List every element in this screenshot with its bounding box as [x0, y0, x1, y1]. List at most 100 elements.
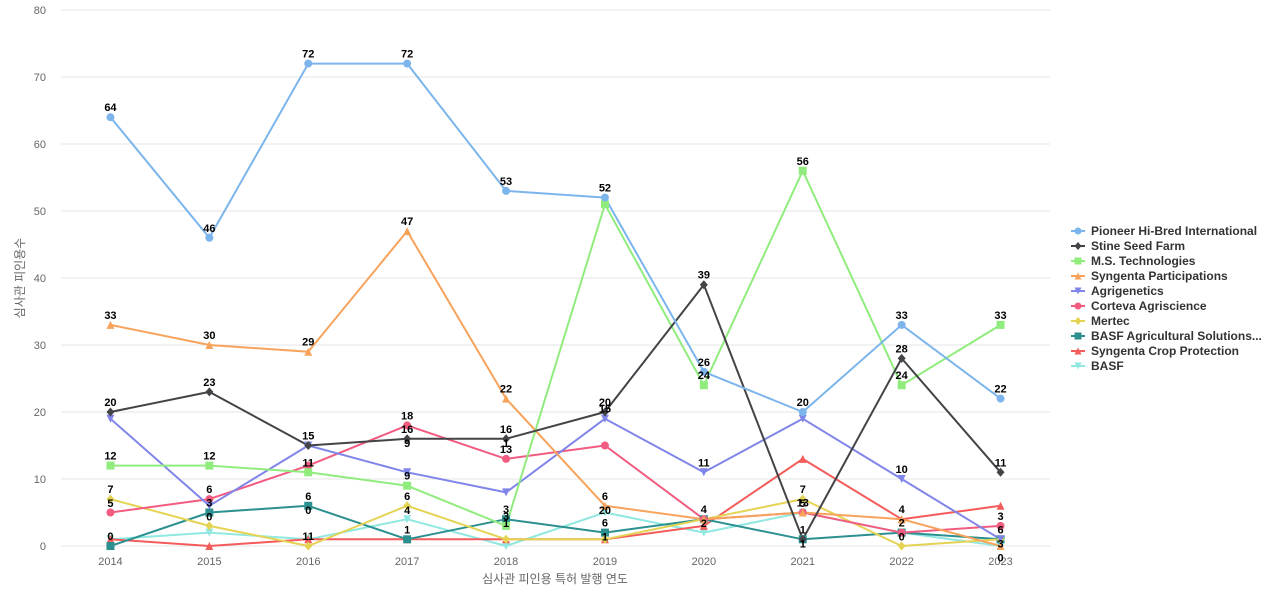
data-label: 0	[206, 512, 212, 524]
x-tick-label: 2020	[692, 556, 716, 568]
data-label: 2	[701, 518, 707, 530]
data-point-mertec	[798, 494, 807, 504]
data-label: 9	[404, 471, 410, 483]
legend-item-syngenta-participations[interactable]: Syngenta Participations	[1071, 269, 1228, 283]
data-label: 64	[104, 102, 117, 114]
data-label: 0	[997, 552, 1003, 564]
data-point-m-s-technologies	[798, 166, 807, 175]
data-label: 20	[797, 397, 809, 409]
data-point-syngenta-crop-protection	[798, 454, 807, 463]
data-point-m-s-technologies	[897, 381, 906, 390]
data-label: 3	[503, 504, 509, 516]
data-point-basf	[502, 542, 511, 550]
x-tick-label: 2014	[98, 556, 122, 568]
data-point-m-s-technologies	[205, 461, 214, 470]
x-tick-label: 2021	[791, 556, 815, 568]
data-label: 30	[203, 330, 215, 342]
data-point-stine-seed-farm	[106, 407, 115, 417]
data-label: 13	[500, 444, 512, 456]
data-label: 3	[503, 511, 509, 523]
data-point-basf-agricultural-solutions	[106, 542, 115, 550]
data-point-agrigenetics	[502, 488, 511, 497]
data-label: 1	[503, 438, 509, 450]
data-label: 4	[404, 505, 411, 517]
data-point-mertec	[502, 534, 511, 544]
series-line-syngenta-participations	[110, 230, 1001, 547]
data-point-stine-seed-farm	[798, 534, 807, 544]
data-label: 5	[800, 498, 806, 510]
data-point-corteva-agriscience	[897, 528, 906, 537]
data-label: 22	[994, 384, 1006, 396]
data-point-syngenta-crop-protection	[106, 535, 115, 544]
legend-item-corteva-agriscience[interactable]: Corteva Agriscience	[1071, 299, 1207, 313]
data-point-corteva-agriscience	[106, 508, 115, 517]
data-point-syngenta-participations	[996, 542, 1005, 550]
data-point-m-s-technologies	[699, 381, 708, 390]
data-label: 24	[698, 370, 711, 382]
data-point-basf-agricultural-solutions	[205, 508, 214, 517]
data-point-agrigenetics	[403, 468, 412, 477]
series-lines	[109, 62, 1002, 547]
series-line-basf-agricultural-solutions	[110, 504, 1001, 547]
y-tick-label: 20	[34, 407, 46, 419]
legend-marker	[1074, 347, 1082, 355]
data-point-pioneer-hi-bred-international	[106, 113, 115, 122]
y-tick-label: 50	[34, 206, 46, 218]
data-point-corteva-agriscience	[403, 421, 412, 430]
legend-item-pioneer-hi-bred-international[interactable]: Pioneer Hi-Bred International	[1071, 224, 1257, 238]
data-point-basf	[600, 508, 609, 517]
legend-label: Corteva Agriscience	[1091, 299, 1207, 313]
data-label: 33	[896, 310, 908, 322]
series-line-m-s-technologies	[110, 169, 1002, 527]
data-label: 6	[602, 518, 608, 530]
data-label: 1	[800, 538, 806, 550]
data-point-stine-seed-farm	[996, 467, 1005, 477]
legend-label: Stine Seed Farm	[1091, 239, 1185, 253]
legend-label: BASF	[1091, 359, 1124, 373]
data-point-syngenta-participations	[699, 515, 708, 524]
data-label: 18	[401, 410, 413, 422]
data-label: 20	[599, 397, 611, 409]
data-point-stine-seed-farm	[502, 434, 511, 444]
data-label: 56	[797, 156, 809, 168]
data-label: 5	[107, 498, 113, 510]
legend-label: Pioneer Hi-Bred International	[1091, 224, 1257, 238]
legend-item-basf[interactable]: BASF	[1071, 359, 1124, 373]
legend-marker	[1074, 302, 1082, 310]
legend-item-basf-agricultural-solutions[interactable]: BASF Agricultural Solutions...	[1071, 329, 1262, 343]
y-tick-label: 60	[34, 139, 46, 151]
data-point-pioneer-hi-bred-international	[798, 408, 807, 416]
y-tick-label: 70	[34, 72, 46, 84]
legend-item-syngenta-crop-protection[interactable]: Syngenta Crop Protection	[1071, 344, 1239, 358]
legend-item-m-s-technologies[interactable]: M.S. Technologies	[1071, 254, 1196, 268]
data-label: 1	[800, 524, 806, 536]
data-point-mertec	[897, 541, 906, 551]
data-point-syngenta-participations	[304, 347, 313, 356]
data-point-syngenta-participations	[798, 508, 807, 517]
legend-item-stine-seed-farm[interactable]: Stine Seed Farm	[1071, 239, 1185, 253]
data-point-m-s-technologies	[996, 320, 1005, 329]
data-point-mertec	[205, 521, 214, 531]
data-point-stine-seed-farm	[403, 434, 412, 444]
data-point-syngenta-crop-protection	[304, 535, 313, 544]
legend-marker	[1074, 227, 1082, 235]
x-tick-label: 2018	[494, 556, 518, 568]
data-label: 29	[302, 337, 314, 349]
data-point-m-s-technologies	[502, 521, 511, 530]
data-point-pioneer-hi-bred-international	[205, 233, 214, 242]
legend-item-agrigenetics[interactable]: Agrigenetics	[1071, 284, 1164, 298]
data-point-pioneer-hi-bred-international	[502, 186, 511, 195]
data-label: 9	[404, 438, 410, 450]
data-label: 12	[104, 451, 116, 463]
data-point-m-s-technologies	[403, 481, 412, 490]
y-axis-title: 심사관 피인용수	[13, 238, 27, 319]
data-label: 53	[500, 176, 512, 188]
data-label: 24	[896, 370, 909, 382]
data-point-syngenta-crop-protection	[996, 501, 1005, 510]
data-point-agrigenetics	[798, 414, 807, 423]
data-label: 4	[701, 504, 708, 516]
data-label: 13	[797, 498, 809, 510]
data-point-corteva-agriscience	[502, 454, 511, 463]
legend-item-mertec[interactable]: Mertec	[1071, 314, 1130, 328]
